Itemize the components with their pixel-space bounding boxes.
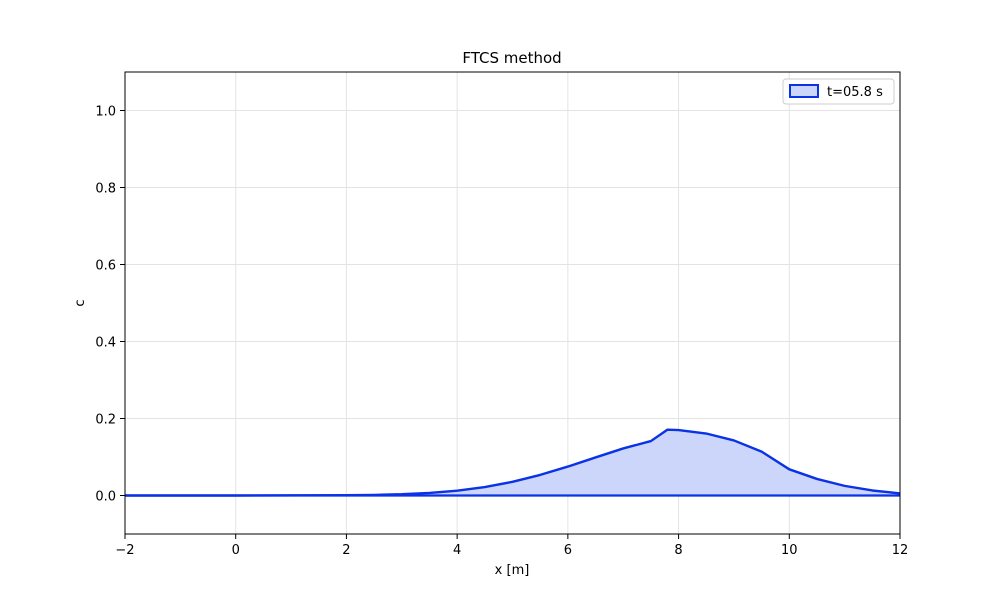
y-tick-label: 0.2: [95, 413, 116, 428]
x-tick-label: 8: [674, 543, 682, 558]
x-axis-label: x [m]: [495, 563, 530, 578]
y-tick-label: 0.8: [95, 182, 116, 197]
x-tick-label: 4: [453, 543, 461, 558]
x-tick-label: 0: [232, 543, 240, 558]
y-axis-label: c: [73, 299, 88, 306]
plot-frame: [124, 71, 901, 535]
series-line: [125, 428, 901, 497]
x-tick-label: −2: [115, 543, 134, 558]
series-layer: [125, 428, 901, 497]
y-tick-label: 1.0: [95, 105, 116, 120]
y-tick-label: 0.6: [95, 259, 116, 274]
legend: t=05.8 s: [782, 78, 895, 105]
y-tick-label: 0.0: [95, 490, 116, 505]
legend-label: t=05.8 s: [827, 85, 883, 100]
x-tick-label: 12: [892, 543, 909, 558]
legend-swatch: [789, 84, 819, 98]
x-tick-label: 10: [781, 543, 798, 558]
chart-title: FTCS method: [462, 49, 561, 67]
x-tick-label: 6: [564, 543, 572, 558]
y-axis-ticks: 0.0 0.2 0.4 0.6 0.8 1.0: [95, 105, 125, 505]
x-tick-label: 2: [342, 543, 350, 558]
series-area-fill: [125, 429, 900, 496]
y-tick-label: 0.4: [95, 336, 116, 351]
x-axis-ticks: −2 0 2 4 6 8 10 12: [115, 534, 908, 558]
